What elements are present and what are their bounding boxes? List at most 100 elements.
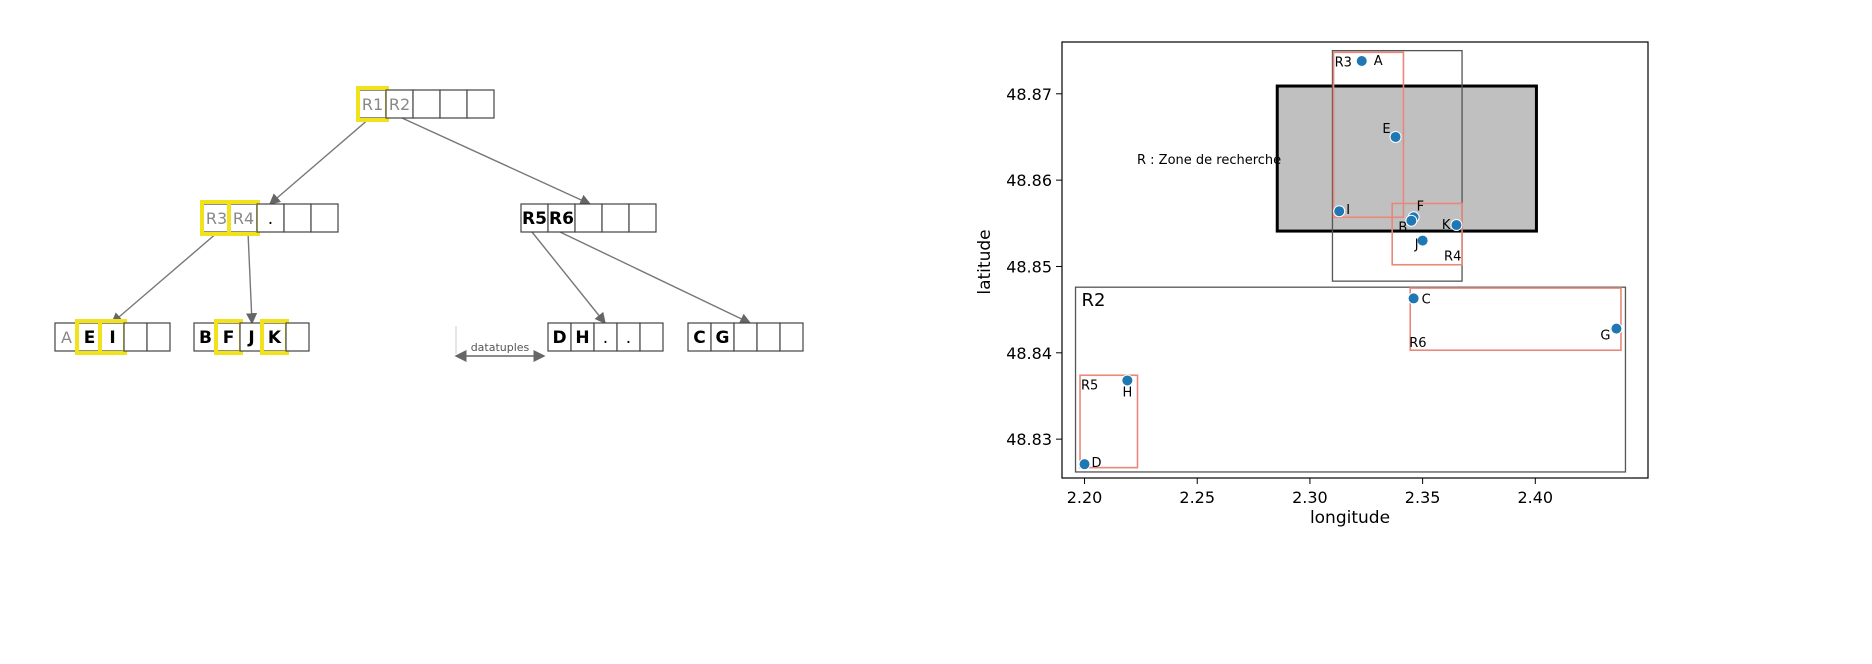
point-label-e: E xyxy=(1382,122,1390,137)
rect-label-r2: R2 xyxy=(1082,290,1106,311)
tree-edge xyxy=(559,231,752,324)
point-h xyxy=(1121,374,1134,387)
mbr-rect-r3 xyxy=(1332,51,1405,219)
rect-label-r6: R6 xyxy=(1409,336,1426,351)
mbr-rect-r4 xyxy=(1391,202,1463,266)
x-tick-label: 2.35 xyxy=(1405,488,1441,507)
point-label-i: I xyxy=(1346,203,1350,218)
tree-node-root: R1 R2 xyxy=(356,86,495,122)
x-axis-label: longitude xyxy=(1310,508,1390,528)
x-tick-label: 2.25 xyxy=(1179,488,1215,507)
tree-cell-label: C xyxy=(693,328,705,348)
tree-cell-label: A xyxy=(61,328,72,347)
point-g xyxy=(1610,322,1623,335)
tree-cell xyxy=(574,203,603,233)
tree-edge xyxy=(245,231,258,325)
point-j xyxy=(1416,234,1429,247)
tree-cell xyxy=(466,89,495,119)
tree-cell xyxy=(146,322,171,352)
tree-cell xyxy=(779,322,804,352)
point-i xyxy=(1333,205,1346,218)
tree-cell-label: E xyxy=(84,328,96,348)
y-tick-label: 48.84 xyxy=(1006,344,1052,363)
y-tick-label: 48.83 xyxy=(1006,430,1052,449)
tree-edge xyxy=(531,231,606,325)
tree-cell xyxy=(310,203,339,233)
tree-edge xyxy=(268,117,371,205)
datatuples-arrow: datatuples xyxy=(454,326,546,362)
tree-node-left-mid: R3 R4. xyxy=(200,200,339,236)
x-tick-label: 2.40 xyxy=(1517,488,1553,507)
datatuples-label: datatuples xyxy=(471,341,530,354)
tree-cell xyxy=(547,203,576,233)
mbr-rect-r5 xyxy=(1079,374,1139,469)
point-label-k: K xyxy=(1442,218,1451,233)
tree-cell xyxy=(283,203,312,233)
point-label-f: F xyxy=(1417,199,1424,214)
point-label-g: G xyxy=(1600,329,1610,344)
tree-cell xyxy=(439,89,468,119)
tree-cell-label: G xyxy=(716,328,730,348)
tree-cell-label: H xyxy=(575,328,589,348)
tree-cell-label: R2 xyxy=(389,95,410,114)
tree-nodes: R1 R2 R3 R4. R5 R6 A E I B F J K D H.. C G xyxy=(54,86,804,355)
tree-cell-label: . xyxy=(268,209,273,229)
tree-cell-label: R1 xyxy=(362,95,383,114)
tree-cell-label: R6 xyxy=(549,209,574,229)
tree-cell-label: . xyxy=(626,328,631,348)
plot-frame xyxy=(1061,41,1649,479)
point-d xyxy=(1078,458,1091,471)
tree-cell xyxy=(628,203,657,233)
mbr-rect-r2 xyxy=(1074,286,1627,473)
tree-cell-label: B xyxy=(199,328,212,348)
y-tick-label: 48.86 xyxy=(1006,171,1052,190)
plot-area: R3 R4 R5 R6 R2 2.20 2.25 2.30 2.35 2.40 48.83 48.84… xyxy=(1006,41,1649,507)
tree-cell xyxy=(639,322,664,352)
tree-cell-label: . xyxy=(603,328,608,348)
point-a xyxy=(1355,54,1368,67)
rect-label-r4: R4 xyxy=(1444,250,1461,265)
point-label-a: A xyxy=(1374,54,1383,69)
tree-cell-label: R5 xyxy=(522,209,547,229)
point-e xyxy=(1389,130,1402,143)
tree-cell-label: K xyxy=(268,328,282,348)
tree-cell xyxy=(385,89,414,119)
rect-label-r5: R5 xyxy=(1081,378,1098,393)
tree-cell xyxy=(601,203,630,233)
tree-cell-label: I xyxy=(109,328,115,348)
point-c xyxy=(1407,292,1420,305)
point-b xyxy=(1405,214,1418,227)
tree-cell xyxy=(285,322,310,352)
point-label-b: B xyxy=(1398,221,1407,236)
rtree-diagram: R1 R2 R3 R4. R5 R6 A E I B F J K D H.. C G datatuples xyxy=(54,86,804,362)
tree-cell-label: R3 xyxy=(206,209,227,228)
point-label-d: D xyxy=(1092,456,1102,471)
tree-edge xyxy=(401,117,592,206)
x-tick-label: 2.30 xyxy=(1292,488,1328,507)
point-k xyxy=(1450,219,1463,232)
search-zone-annotation: R : Zone de recherche xyxy=(1137,153,1281,168)
mbr-rect-r1 xyxy=(1331,49,1463,282)
search-zone-rect xyxy=(1275,84,1538,233)
tree-edge xyxy=(110,231,219,324)
tree-edges xyxy=(110,117,752,325)
x-tick-label: 2.20 xyxy=(1067,488,1103,507)
tree-cell-label: F xyxy=(223,328,235,348)
y-axis-label: latitude xyxy=(975,229,995,294)
y-tick-label: 48.85 xyxy=(1006,257,1052,276)
tree-cell-label: D xyxy=(552,328,566,348)
mbr-rect-r6 xyxy=(1409,287,1622,352)
point-label-c: C xyxy=(1422,292,1431,307)
tree-cell-label: J xyxy=(247,328,254,348)
y-tick-label: 48.87 xyxy=(1006,85,1052,104)
point-label-j: J xyxy=(1414,238,1419,253)
tree-cell-label: R4 xyxy=(233,209,254,228)
point-label-h: H xyxy=(1122,385,1132,400)
tree-node-right-mid: R5 R6 xyxy=(520,203,657,233)
rect-label-r3: R3 xyxy=(1335,55,1352,70)
